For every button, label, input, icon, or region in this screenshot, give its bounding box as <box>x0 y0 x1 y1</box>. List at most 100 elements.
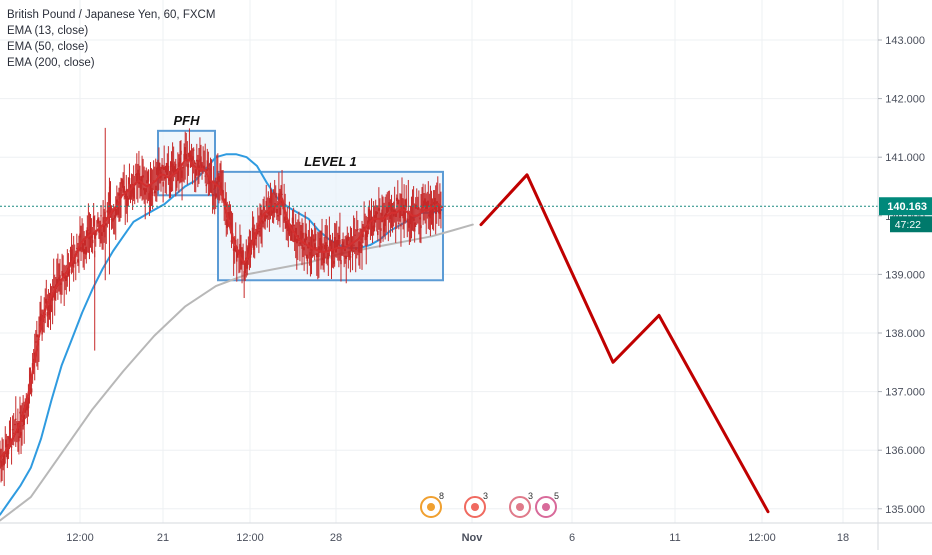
candle-body <box>211 194 214 196</box>
candle-body <box>109 208 112 210</box>
candle-body <box>60 282 62 286</box>
candle-body <box>334 247 337 253</box>
candle-body <box>91 239 94 244</box>
candle-body <box>403 204 405 218</box>
candle-body <box>324 244 326 249</box>
last-price-label: 140.163 <box>887 201 927 213</box>
candle-body <box>58 277 60 284</box>
candle-body <box>156 167 158 175</box>
candle-body <box>426 204 429 212</box>
candle-body <box>176 180 178 188</box>
candle-body <box>408 221 411 228</box>
candle-body <box>328 238 331 240</box>
legend-ema200[interactable]: EMA (200, close) <box>7 57 95 69</box>
candle-body <box>194 169 197 179</box>
candle-body <box>8 435 11 439</box>
candle-body <box>65 275 68 282</box>
candle-body <box>40 313 42 322</box>
candle-body <box>435 201 438 205</box>
candle-body <box>389 215 392 220</box>
candle-body <box>228 212 231 220</box>
candle-body <box>357 228 359 230</box>
candle-body <box>218 176 220 182</box>
candle-body <box>125 189 128 199</box>
candle-body <box>23 414 26 425</box>
chart-legend: British Pound / Japanese Yen, 60, FXCM E… <box>7 7 215 71</box>
candle-body <box>362 232 364 238</box>
time-axis[interactable]: 12:00 21 12:00 28 Nov 6 11 12:00 18 <box>0 522 932 544</box>
candle-body <box>300 230 302 242</box>
candle-body <box>271 210 274 214</box>
candle-body <box>3 452 6 466</box>
event-marker-count: 3 <box>483 491 488 501</box>
legend-ema50[interactable]: EMA (50, close) <box>7 41 89 53</box>
legend-symbol[interactable]: British Pound / Japanese Yen, 60, FXCM <box>7 9 216 21</box>
candle-body <box>319 238 321 246</box>
candle-body <box>184 147 187 160</box>
event-markers[interactable]: 8 3 3 5 <box>420 491 559 518</box>
candle-body <box>76 247 78 249</box>
candle-body <box>158 162 160 171</box>
candle-body <box>48 309 51 315</box>
candle-body <box>303 247 305 251</box>
candle-body <box>82 243 84 251</box>
candle-body <box>251 227 254 242</box>
time-tick-label: 12:00 <box>236 532 264 544</box>
candle-body <box>386 207 389 214</box>
candle-body <box>80 247 82 250</box>
candle-body <box>322 257 324 261</box>
candle-body <box>106 210 109 213</box>
candle-body <box>183 153 185 162</box>
candle-body <box>61 270 63 277</box>
candle-body <box>195 159 198 162</box>
candle-body <box>165 165 168 173</box>
ema13-series <box>0 159 443 460</box>
candle-body <box>404 208 406 222</box>
candle-body <box>320 240 322 252</box>
last-price-tag[interactable] <box>879 197 932 216</box>
candle-body <box>20 432 22 436</box>
candle-body <box>124 196 127 198</box>
candle-body <box>439 209 441 215</box>
candle-body <box>170 161 173 167</box>
candle-body <box>10 446 13 448</box>
candle-body <box>50 296 53 301</box>
candle-body <box>207 167 210 170</box>
candle-body <box>5 439 8 448</box>
candle-body <box>375 211 378 215</box>
candle-body <box>52 286 55 289</box>
candle-body <box>401 198 403 200</box>
candle-body <box>56 278 58 286</box>
candle-body <box>248 242 251 252</box>
candle-body <box>149 191 152 195</box>
candle-body <box>166 163 169 176</box>
candle-body <box>105 223 108 226</box>
candle-body <box>405 198 408 208</box>
candle-body <box>59 275 61 279</box>
candle-body <box>142 175 144 178</box>
candle-body <box>102 217 104 227</box>
candle-body <box>85 246 88 255</box>
candle-body <box>12 432 15 434</box>
candle-body <box>329 240 332 247</box>
candle-body <box>189 154 192 164</box>
countdown-label: 47:22 <box>895 219 921 231</box>
candle-body <box>126 196 129 206</box>
price-axis[interactable]: 135.000136.000137.000138.000139.000140.0… <box>877 0 932 550</box>
candle-body <box>64 273 67 279</box>
candle-body <box>277 215 279 217</box>
candle-body <box>294 227 297 235</box>
candle-body <box>130 186 133 197</box>
candle-body <box>100 215 102 217</box>
candle-body <box>233 246 236 252</box>
candle-body <box>143 187 145 191</box>
candle-body <box>22 425 24 427</box>
candle-body <box>168 176 171 181</box>
candle-body <box>344 247 346 252</box>
candle-body <box>182 167 184 169</box>
annotation-box[interactable] <box>217 170 444 282</box>
candle-body <box>198 165 200 176</box>
candle-body <box>214 193 217 200</box>
candle-body <box>275 208 278 214</box>
legend-ema13[interactable]: EMA (13, close) <box>7 25 89 37</box>
